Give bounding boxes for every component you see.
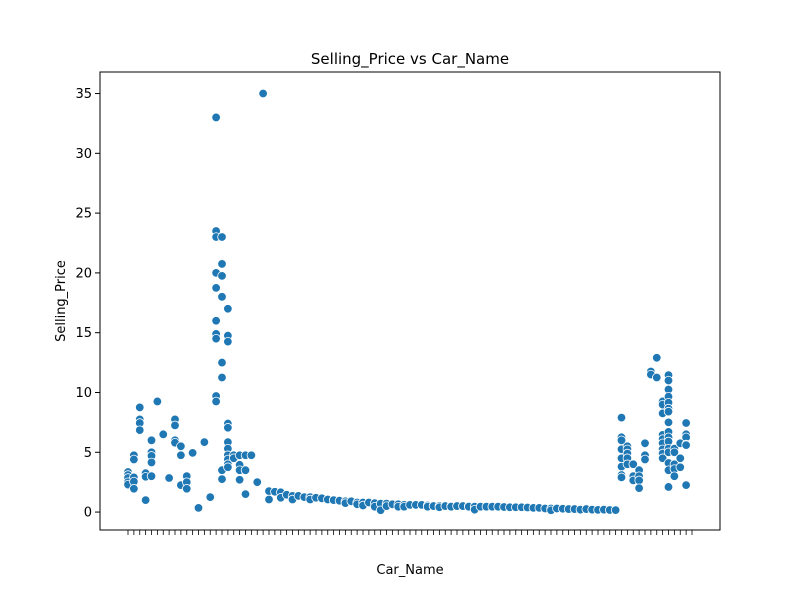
data-point bbox=[217, 357, 227, 368]
y-tick-label: 0 bbox=[84, 506, 92, 521]
data-point bbox=[652, 353, 662, 363]
data-point bbox=[681, 480, 691, 490]
data-point bbox=[223, 336, 233, 347]
data-point bbox=[211, 333, 221, 344]
data-points bbox=[123, 88, 691, 515]
y-axis-ticks: 0 5 10 15 20 25 30 35 bbox=[75, 87, 100, 521]
data-point bbox=[616, 412, 627, 423]
x-axis-label: Car_Name bbox=[376, 563, 443, 578]
y-axis-label: Selling_Price bbox=[54, 260, 69, 342]
data-point bbox=[610, 505, 621, 515]
y-tick-label: 25 bbox=[75, 207, 92, 222]
data-point bbox=[669, 447, 680, 457]
x-axis-ticks bbox=[127, 530, 693, 535]
chart-title: Selling_Price vs Car_Name bbox=[311, 50, 509, 69]
data-point bbox=[135, 402, 145, 413]
data-point bbox=[669, 471, 680, 481]
data-point bbox=[258, 88, 268, 99]
y-tick-label: 5 bbox=[84, 446, 92, 461]
data-point bbox=[146, 435, 157, 446]
data-point bbox=[675, 462, 685, 472]
data-point bbox=[211, 396, 221, 407]
data-point bbox=[640, 454, 650, 465]
data-point bbox=[217, 259, 227, 269]
data-point bbox=[634, 483, 644, 493]
data-point bbox=[140, 495, 151, 505]
y-tick-label: 15 bbox=[75, 326, 92, 341]
data-point bbox=[217, 232, 227, 242]
data-point bbox=[146, 457, 157, 468]
data-point bbox=[211, 283, 221, 293]
data-point bbox=[170, 420, 180, 431]
data-point bbox=[129, 454, 139, 465]
axes-frame bbox=[99, 71, 721, 531]
data-point bbox=[158, 429, 168, 440]
data-point bbox=[663, 417, 674, 428]
data-point bbox=[616, 472, 627, 483]
data-point bbox=[129, 484, 139, 494]
y-tick-label: 10 bbox=[75, 386, 92, 401]
data-point bbox=[146, 471, 157, 481]
data-point bbox=[663, 406, 674, 417]
data-point bbox=[223, 304, 233, 314]
data-point bbox=[240, 489, 251, 499]
data-point bbox=[240, 465, 251, 475]
data-point bbox=[182, 484, 192, 494]
data-point bbox=[135, 425, 145, 435]
data-point bbox=[211, 316, 221, 326]
y-tick-label: 30 bbox=[75, 147, 92, 162]
data-point bbox=[152, 396, 163, 407]
data-point bbox=[652, 372, 662, 383]
y-tick-label: 35 bbox=[75, 87, 92, 102]
data-point bbox=[628, 459, 638, 469]
data-point bbox=[217, 372, 227, 383]
data-point bbox=[164, 473, 174, 483]
data-point bbox=[205, 492, 215, 502]
data-point bbox=[217, 292, 227, 302]
data-point bbox=[234, 475, 245, 485]
data-point bbox=[681, 418, 691, 428]
data-point bbox=[640, 438, 650, 449]
data-point bbox=[675, 453, 685, 463]
data-point bbox=[187, 448, 198, 458]
data-point bbox=[176, 450, 186, 460]
data-point bbox=[193, 503, 204, 513]
data-point bbox=[634, 475, 644, 486]
data-point bbox=[199, 437, 210, 447]
data-point bbox=[264, 494, 274, 505]
data-point bbox=[681, 440, 691, 450]
data-point bbox=[663, 375, 674, 386]
data-point bbox=[252, 477, 262, 487]
data-point bbox=[223, 423, 233, 433]
data-point bbox=[176, 441, 186, 451]
data-point bbox=[246, 450, 257, 460]
data-point bbox=[223, 462, 233, 472]
y-tick-label: 20 bbox=[75, 266, 92, 281]
data-point bbox=[217, 271, 227, 281]
data-point bbox=[663, 482, 674, 492]
data-point bbox=[211, 112, 221, 123]
data-point bbox=[217, 474, 227, 484]
